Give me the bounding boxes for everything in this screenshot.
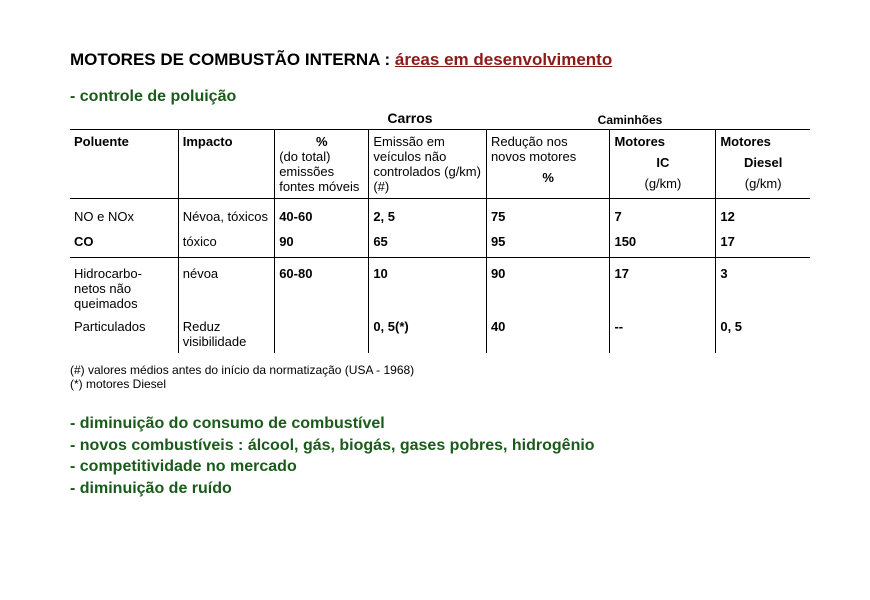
cell-impacto: tóxico — [178, 228, 274, 258]
header-ic-c: (g/km) — [614, 176, 711, 191]
header-pct: % (do total) emissões fontes móveis — [275, 130, 369, 199]
header-ic: Motores IC (g/km) — [610, 130, 716, 199]
header-reducao-b: % — [491, 170, 606, 185]
header-emissao-text: Emissão em veículos não controlados (g/k… — [373, 134, 482, 194]
category-caminhoes: Caminhões — [520, 110, 720, 127]
bottom-list: - diminuição do consumo de combustível -… — [70, 413, 800, 499]
table-row: Hidrocarbo- netos não queimados névoa 60… — [70, 258, 810, 316]
cell-poluente: NO e NOx — [70, 199, 178, 229]
bottom-line-1: - diminuição do consumo de combustível — [70, 413, 800, 435]
cell-poluente: CO — [70, 228, 178, 258]
cell-pct: 60-80 — [275, 258, 369, 316]
header-ic-b: IC — [614, 155, 711, 170]
cell-ic: 17 — [610, 258, 716, 316]
footnote-1: (#) valores médios antes do início da no… — [70, 363, 800, 377]
header-reducao-a: Redução nos novos motores — [491, 134, 606, 164]
header-diesel: Motores Diesel (g/km) — [716, 130, 810, 199]
header-pct-a: % — [279, 134, 364, 149]
header-ic-a: Motores — [614, 134, 711, 149]
header-pct-b: (do total) emissões fontes móveis — [279, 149, 364, 194]
cell-poluente: Hidrocarbo- netos não queimados — [70, 258, 178, 316]
bottom-line-4: - diminuição de ruído — [70, 478, 800, 500]
page-title: MOTORES DE COMBUSTÃO INTERNA : áreas em … — [70, 50, 800, 70]
header-impacto: Impacto — [178, 130, 274, 199]
header-diesel-c: (g/km) — [720, 176, 806, 191]
cell-emissao: 10 — [369, 258, 487, 316]
emissions-table: Poluente Impacto % (do total) emissões f… — [70, 129, 810, 353]
bottom-line-2: - novos combustíveis : álcool, gás, biog… — [70, 435, 800, 457]
cell-ic: 7 — [610, 199, 716, 229]
table-header-row: Poluente Impacto % (do total) emissões f… — [70, 130, 810, 199]
table-row: Particulados Reduz visibilidade 0, 5(*) … — [70, 315, 810, 353]
cell-reducao: 90 — [486, 258, 610, 316]
cell-impacto: Névoa, tóxicos — [178, 199, 274, 229]
header-emissao: Emissão em veículos não controlados (g/k… — [369, 130, 487, 199]
header-poluente: Poluente — [70, 130, 178, 199]
table-row: CO tóxico 90 65 95 150 17 — [70, 228, 810, 258]
title-prefix: MOTORES DE COMBUSTÃO INTERNA : — [70, 50, 395, 69]
cell-reducao: 95 — [486, 228, 610, 258]
header-reducao: Redução nos novos motores % — [486, 130, 610, 199]
footnote-2: (*) motores Diesel — [70, 377, 800, 391]
header-diesel-b: Diesel — [720, 155, 806, 170]
cell-ic: 150 — [610, 228, 716, 258]
table-row: NO e NOx Névoa, tóxicos 40-60 2, 5 75 7 … — [70, 199, 810, 229]
cell-diesel: 12 — [716, 199, 810, 229]
cell-diesel: 17 — [716, 228, 810, 258]
cell-pct: 40-60 — [275, 199, 369, 229]
cell-diesel: 0, 5 — [716, 315, 810, 353]
cell-diesel: 3 — [716, 258, 810, 316]
cell-pct — [275, 315, 369, 353]
subtitle: - controle de poluição — [70, 88, 800, 106]
cell-pct: 90 — [275, 228, 369, 258]
cell-ic: -- — [610, 315, 716, 353]
cell-reducao: 40 — [486, 315, 610, 353]
cell-emissao: 0, 5(*) — [369, 315, 487, 353]
cell-poluente: Particulados — [70, 315, 178, 353]
cell-emissao: 2, 5 — [369, 199, 487, 229]
cell-emissao: 65 — [369, 228, 487, 258]
category-carros: Carros — [300, 110, 520, 127]
title-suffix: áreas em desenvolvimento — [395, 50, 612, 69]
cell-impacto: névoa — [178, 258, 274, 316]
header-diesel-a: Motores — [720, 134, 806, 149]
bottom-line-3: - competitividade no mercado — [70, 456, 800, 478]
cell-impacto: Reduz visibilidade — [178, 315, 274, 353]
footnotes: (#) valores médios antes do início da no… — [70, 363, 800, 391]
cell-reducao: 75 — [486, 199, 610, 229]
category-row: Carros Caminhões — [300, 110, 800, 127]
